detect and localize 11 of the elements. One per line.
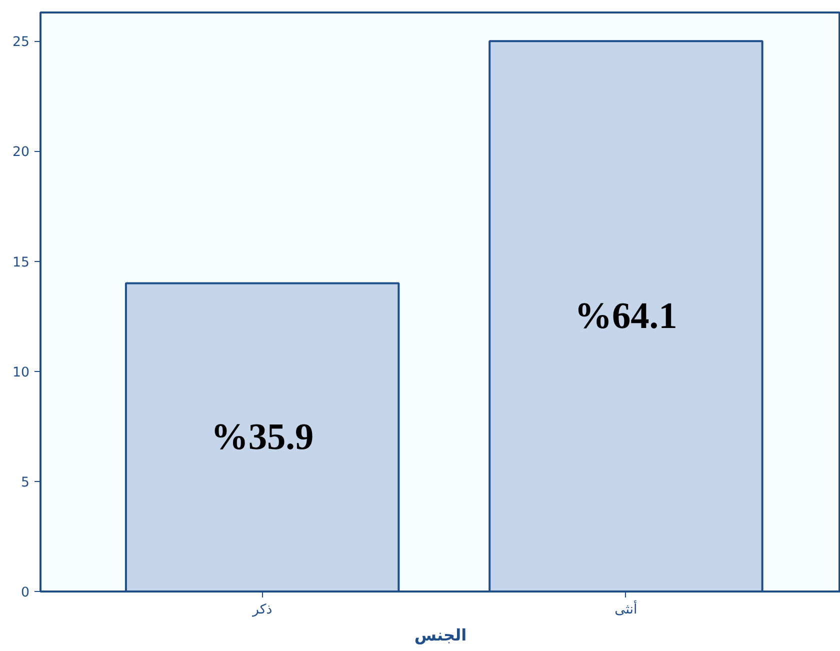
y-tick-label: 0 [21,586,30,600]
x-tick-label: أنثى [614,600,638,618]
x-tick-label: ذكر [252,602,272,618]
x-axis-title: الجنس [414,626,467,644]
y-tick-label: 10 [12,365,30,380]
y-tick-label: 15 [12,255,30,270]
y-tick-label: 5 [21,475,30,490]
y-tick-label: 20 [12,145,30,160]
annotation: %35.9 [210,416,314,458]
y-tick-label: 25 [12,35,30,50]
annotation: %64.1 [574,296,678,337]
